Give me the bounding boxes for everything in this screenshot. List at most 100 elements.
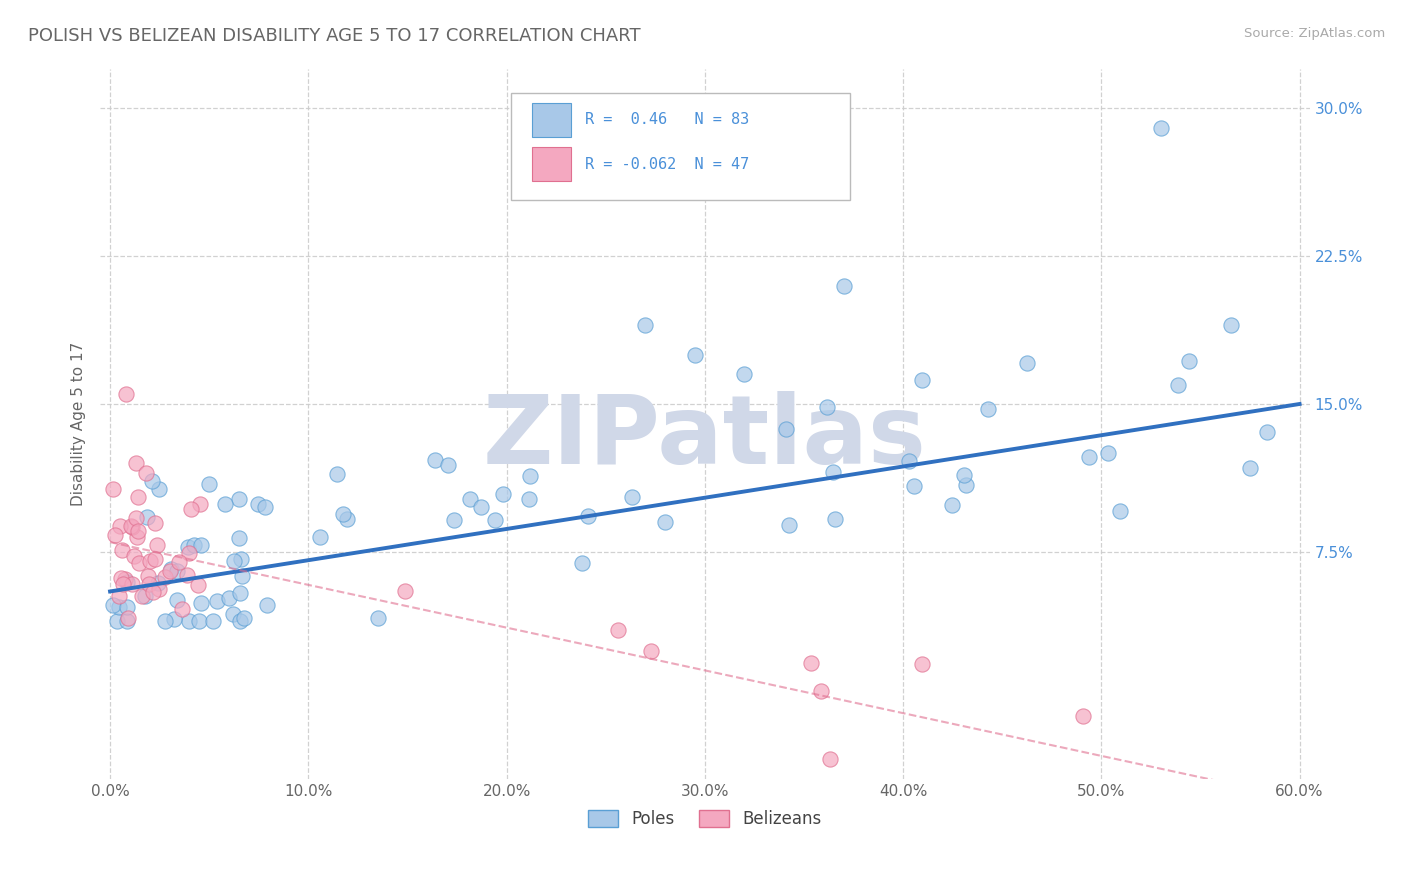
Point	[187, 614, 209, 628]
Point	[941, 499, 963, 513]
Point	[110, 571, 132, 585]
Point	[911, 657, 934, 671]
Point	[326, 467, 349, 482]
Point	[190, 539, 212, 553]
Text: POLISH VS BELIZEAN DISABILITY AGE 5 TO 17 CORRELATION CHART: POLISH VS BELIZEAN DISABILITY AGE 5 TO 1…	[28, 27, 641, 45]
Text: ZIPatlas: ZIPatlas	[482, 392, 927, 484]
Point	[135, 510, 157, 524]
Point	[1015, 356, 1038, 370]
Text: R =  0.46   N = 83: R = 0.46 N = 83	[585, 112, 749, 128]
Point	[105, 614, 128, 628]
Point	[177, 546, 200, 560]
Point	[148, 582, 170, 597]
Point	[198, 477, 221, 491]
Legend: Poles, Belizeans: Poles, Belizeans	[581, 803, 828, 835]
Point	[571, 557, 593, 571]
Point	[683, 348, 706, 362]
Point	[977, 402, 1000, 417]
Point	[800, 656, 823, 670]
Point	[470, 500, 492, 514]
Point	[832, 278, 855, 293]
Point	[207, 594, 229, 608]
Point	[110, 519, 132, 533]
Point	[125, 456, 148, 470]
Point	[484, 513, 506, 527]
Point	[952, 468, 974, 483]
Point	[640, 644, 662, 658]
Point	[159, 564, 181, 578]
Point	[634, 318, 657, 332]
Point	[166, 565, 188, 579]
Point	[903, 478, 925, 492]
Point	[142, 584, 165, 599]
Point	[253, 500, 276, 514]
Point	[127, 524, 149, 538]
Point	[166, 592, 188, 607]
Point	[733, 368, 755, 382]
FancyBboxPatch shape	[512, 94, 851, 200]
Point	[332, 507, 354, 521]
Point	[256, 598, 278, 612]
Point	[228, 531, 250, 545]
Point	[1256, 425, 1278, 439]
Point	[134, 589, 156, 603]
Point	[104, 527, 127, 541]
Point	[136, 568, 159, 582]
Point	[138, 554, 160, 568]
Point	[114, 572, 136, 586]
Point	[221, 607, 243, 621]
Point	[180, 502, 202, 516]
Point	[1078, 450, 1101, 465]
Point	[654, 516, 676, 530]
Point	[620, 491, 643, 505]
Point	[228, 491, 250, 506]
Point	[824, 512, 846, 526]
Point	[898, 454, 921, 468]
Point	[120, 519, 142, 533]
Point	[222, 554, 245, 568]
Point	[148, 483, 170, 497]
Point	[425, 453, 447, 467]
Point	[160, 562, 183, 576]
Point	[218, 591, 240, 605]
Point	[436, 458, 458, 473]
Point	[1167, 378, 1189, 392]
Point	[169, 555, 191, 569]
Point	[115, 614, 138, 628]
Point	[153, 569, 176, 583]
Point	[911, 373, 934, 387]
Point	[815, 401, 838, 415]
Point	[823, 465, 845, 479]
Point	[143, 516, 166, 530]
Point	[115, 387, 138, 401]
Point	[778, 518, 800, 533]
Point	[1239, 461, 1261, 475]
Point	[187, 578, 209, 592]
Point	[135, 466, 157, 480]
Point	[108, 589, 131, 603]
Point	[308, 530, 330, 544]
Point	[818, 752, 841, 766]
Point	[101, 598, 124, 612]
Point	[519, 469, 541, 483]
Point	[810, 684, 832, 698]
Point	[125, 530, 148, 544]
Bar	[531, 103, 571, 136]
Point	[231, 551, 253, 566]
Point	[121, 519, 143, 533]
Point	[131, 589, 153, 603]
Point	[232, 611, 254, 625]
Point	[443, 513, 465, 527]
Point	[138, 577, 160, 591]
Point	[607, 623, 630, 637]
Point	[1071, 708, 1094, 723]
Bar	[531, 147, 571, 181]
Point	[1150, 120, 1173, 135]
Point	[125, 510, 148, 524]
Point	[394, 584, 416, 599]
Point	[231, 569, 253, 583]
Point	[179, 614, 201, 628]
Point	[121, 577, 143, 591]
Point	[176, 568, 198, 582]
Point	[103, 482, 125, 496]
